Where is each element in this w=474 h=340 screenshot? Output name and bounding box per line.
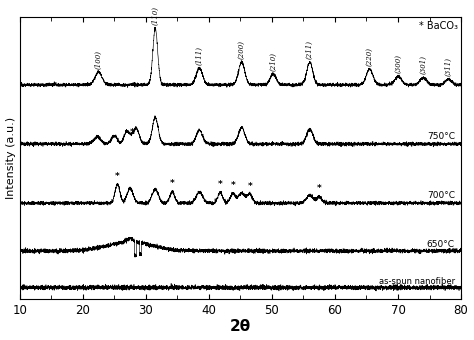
Text: (311): (311) [445,57,453,76]
X-axis label: 2θ: 2θ [230,320,251,335]
Text: (100): (100) [94,50,102,69]
Y-axis label: Intensity (a.u.): Intensity (a.u.) [6,117,16,199]
Text: (210): (210) [269,52,277,71]
Text: * BaCO₃: * BaCO₃ [419,21,458,31]
Text: (110): (110) [151,6,159,25]
Text: 700°C: 700°C [427,191,455,200]
Text: *: * [247,182,252,191]
Text: as-spun nanofiber: as-spun nanofiber [379,277,455,286]
Text: (220): (220) [365,47,374,66]
Text: *: * [170,180,175,188]
Text: (301): (301) [419,55,427,74]
Text: *: * [129,128,134,137]
Text: (300): (300) [394,54,402,73]
Text: 650°C: 650°C [427,240,455,249]
Text: 750°C: 750°C [427,132,455,141]
Text: *: * [218,180,223,189]
Text: *: * [230,181,235,190]
Text: (211): (211) [306,40,314,59]
Text: (111): (111) [195,46,203,65]
Text: (200): (200) [237,40,246,59]
Text: *: * [317,184,321,193]
Text: *: * [115,172,120,181]
